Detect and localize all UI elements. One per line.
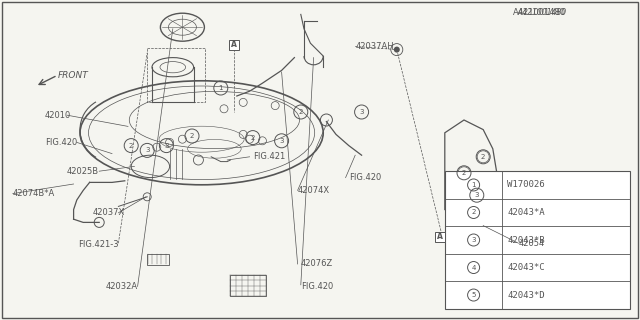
Text: 2: 2 — [462, 170, 466, 176]
Text: 3: 3 — [145, 148, 150, 153]
Text: 4: 4 — [472, 265, 476, 270]
Text: 3: 3 — [471, 237, 476, 243]
Text: 3: 3 — [279, 138, 284, 144]
Text: A421001480: A421001480 — [517, 8, 566, 17]
Text: 42074B*A: 42074B*A — [13, 189, 55, 198]
Text: A: A — [230, 40, 237, 49]
Text: 2: 2 — [472, 210, 476, 215]
Text: 42032A: 42032A — [106, 282, 138, 291]
Text: 5: 5 — [472, 292, 476, 298]
Bar — [228, 40, 239, 50]
Text: 42074X: 42074X — [298, 186, 330, 195]
Text: FIG.421: FIG.421 — [253, 152, 285, 161]
Bar — [147, 254, 169, 265]
Text: 42054: 42054 — [518, 239, 545, 248]
Text: 3: 3 — [359, 109, 364, 115]
Text: 1: 1 — [218, 85, 223, 91]
Text: 2: 2 — [299, 109, 303, 115]
Text: FIG.420: FIG.420 — [349, 173, 381, 182]
Text: 3: 3 — [474, 192, 479, 198]
Text: 42010: 42010 — [45, 111, 71, 120]
Text: 42043*D: 42043*D — [508, 291, 545, 300]
Text: FIG.420: FIG.420 — [301, 282, 333, 291]
Text: 42076Z: 42076Z — [301, 260, 333, 268]
Bar — [435, 232, 445, 242]
Text: W170026: W170026 — [508, 180, 545, 189]
Text: 42037AH: 42037AH — [355, 42, 394, 51]
Text: 2: 2 — [481, 154, 485, 160]
Text: 2: 2 — [251, 135, 255, 140]
Text: 42043*C: 42043*C — [508, 263, 545, 272]
Text: FIG.420: FIG.420 — [45, 138, 77, 147]
Text: 1: 1 — [471, 182, 476, 188]
Bar — [230, 275, 266, 296]
Bar — [147, 48, 205, 102]
Text: 42043*B: 42043*B — [508, 236, 545, 244]
Text: 2: 2 — [190, 133, 194, 139]
Circle shape — [394, 47, 400, 52]
Bar — [445, 171, 630, 309]
Text: A421001480: A421001480 — [513, 8, 566, 17]
Text: FRONT: FRONT — [58, 71, 88, 80]
Text: 3: 3 — [164, 143, 169, 148]
Text: 42043*A: 42043*A — [508, 208, 545, 217]
Text: 42037X: 42037X — [93, 208, 125, 217]
Text: 2: 2 — [129, 143, 133, 148]
Text: 42025B: 42025B — [67, 167, 99, 176]
Text: A: A — [437, 232, 444, 241]
Text: FIG.421-3: FIG.421-3 — [78, 240, 118, 249]
